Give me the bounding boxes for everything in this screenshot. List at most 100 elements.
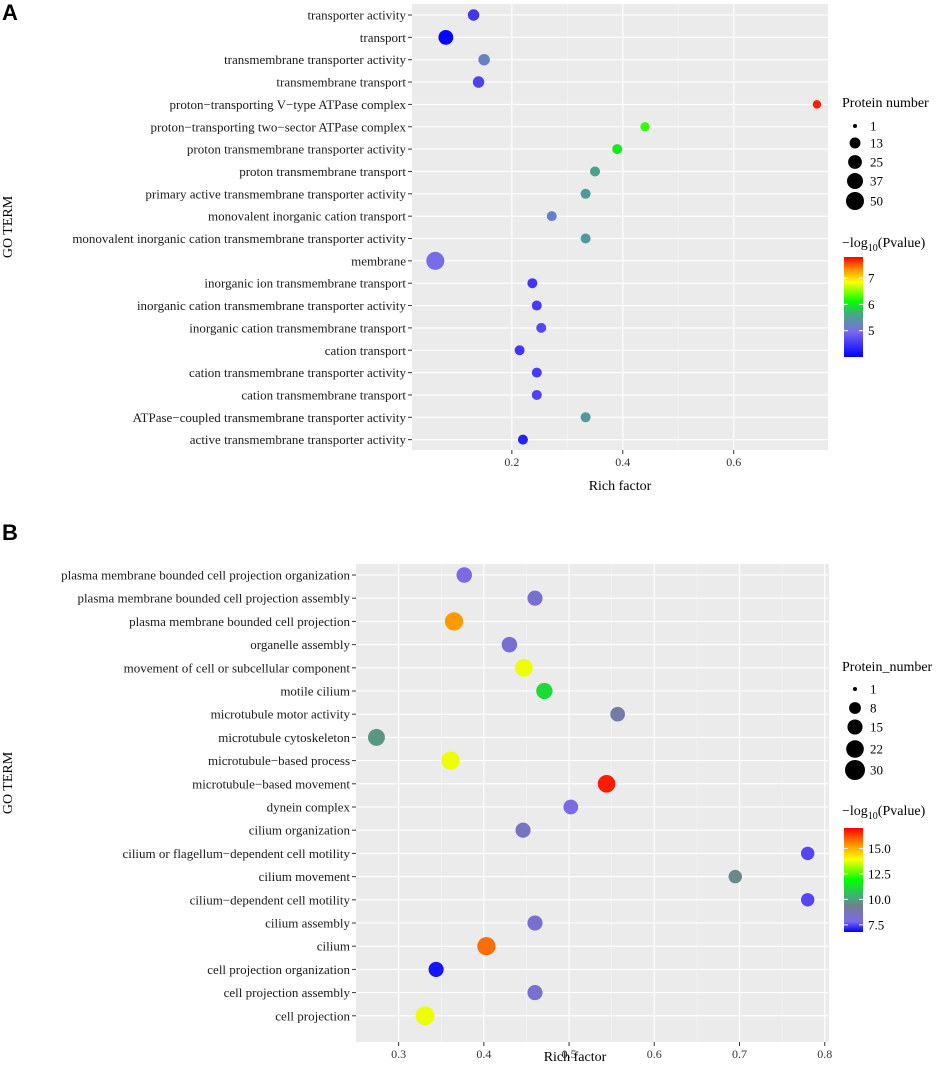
colorbar-label: 5 [868,323,875,338]
data-point [514,345,525,356]
data-point [527,915,543,931]
category-label: cilium or flagellum−dependent cell motil… [122,846,350,861]
panel-a-background [412,4,828,450]
category-label: membrane [351,253,406,268]
x-tick-label: 0.4 [615,455,630,469]
size-legend-label: 22 [870,742,883,757]
panel-b-color-legend-title-suffix: (Pvalue) [878,804,926,819]
size-legend-label: 13 [870,136,883,151]
data-point [515,658,533,677]
panel-b-points [367,567,815,1026]
category-label: inorganic cation transmembrane transport… [137,298,407,313]
category-label: transmembrane transport [276,75,406,90]
size-legend-marker [846,740,864,758]
panel-a-color-legend-title-sub: 10 [868,243,878,254]
panel-a-color-legend-title-prefix: −log [842,236,868,251]
panel-b-color-legend: −log10(Pvalue) 7.5 10.0 12.5 15.0 [842,804,926,932]
data-point [610,706,626,722]
category-label: plasma membrane bounded cell projection [129,614,350,629]
panel-a-size-legend: Protein number 1 13 25 37 50 [842,96,929,210]
panel-b-label: B [2,520,18,545]
data-point [515,822,531,838]
category-label: active transmembrane transporter activit… [190,432,407,447]
data-point [536,322,547,333]
category-label: ATPase−coupled transmembrane transporter… [133,410,407,425]
category-label: monovalent inorganic cation transport [208,209,406,224]
panel-b-color-legend-title: −log10(Pvalue) [842,804,926,822]
data-point [527,278,538,289]
panel-a-points [426,9,822,445]
data-point [444,612,464,631]
size-legend-label: 50 [870,194,883,209]
panel-b-category-labels: plasma membrane bounded cell projection … [61,568,356,1023]
colorbar-label: 7 [868,271,875,286]
category-label: plasma membrane bounded cell projection … [61,568,350,583]
category-label: movement of cell or subcellular componen… [124,660,351,675]
category-label: organelle assembly [250,637,350,652]
category-label: cation transmembrane transporter activit… [189,365,406,380]
category-label: proton transmembrane transporter activit… [187,142,407,157]
colorbar-label: 15.0 [868,841,891,856]
panel-a-x-axis-title: Rich factor [589,479,652,494]
category-label: monovalent inorganic cation transmembran… [72,231,406,246]
category-label: microtubule−based movement [192,776,350,791]
data-point [580,412,591,423]
panel-b-x-ticks: 0.3 0.4 0.5 0.6 0.7 0.8 [391,1042,832,1061]
category-label: cilium−dependent cell motility [190,892,351,907]
panel-a-colorbar [844,257,863,357]
data-point [517,434,528,445]
data-point [501,636,518,653]
x-tick-label: 0.6 [726,455,741,469]
category-label: cilium movement [259,869,351,884]
data-point [477,937,496,956]
data-point [426,251,445,270]
colorbar-label: 6 [868,297,875,312]
size-legend-label: 25 [870,155,883,170]
data-point [531,300,542,311]
data-point [531,389,542,400]
panel-b-size-legend-title: Protein_number [842,660,933,675]
x-tick-label: 0.8 [817,1047,832,1061]
category-label: transmembrane transporter activity [224,52,406,67]
size-legend-marker [849,137,861,149]
category-label: inorganic cation transmembrane transport [189,320,406,335]
panel-b-x-axis-title: Rich factor [544,1050,607,1065]
data-point [612,144,623,155]
category-label: primary active transmembrane transporter… [145,186,406,201]
data-point [728,869,742,884]
data-point [527,985,543,1001]
size-legend-label: 1 [870,682,877,697]
data-point [472,76,485,88]
panel-a-x-ticks: 0.2 0.4 0.6 [504,450,741,469]
colorbar-label: 12.5 [868,866,891,881]
category-label: inorganic ion transmembrane transport [204,276,406,291]
panel-a-size-legend-title: Protein number [842,96,929,111]
size-legend-label: 15 [870,720,883,735]
data-point [478,53,490,66]
data-point [580,188,591,199]
x-tick-label: 0.7 [732,1047,747,1061]
data-point [527,590,543,606]
x-tick-label: 0.3 [391,1047,406,1061]
category-label: plasma membrane bounded cell projection … [77,591,350,606]
size-legend-label: 8 [870,701,877,716]
data-point [563,799,579,815]
panel-a-category-labels: transporter activity transport transmembra… [72,8,412,447]
data-point [590,166,601,177]
category-label: cell projection organization [207,962,350,977]
data-point [800,846,815,861]
data-point [812,100,822,109]
category-label: cilium assembly [265,916,350,931]
panel-a-color-legend-title: −log10(Pvalue) [842,236,926,254]
data-point [536,682,553,700]
data-point [597,774,616,793]
category-label: transporter activity [307,8,406,23]
category-label: cell projection [275,1008,350,1023]
data-point [441,751,460,770]
panel-b-background [356,564,829,1042]
size-legend-label: 1 [870,119,877,134]
category-label: microtubule−based process [208,753,350,768]
panel-a-color-legend: −log10(Pvalue) 5 6 7 [842,236,926,357]
panel-a: transporter activity transport transmembra… [1,4,929,494]
